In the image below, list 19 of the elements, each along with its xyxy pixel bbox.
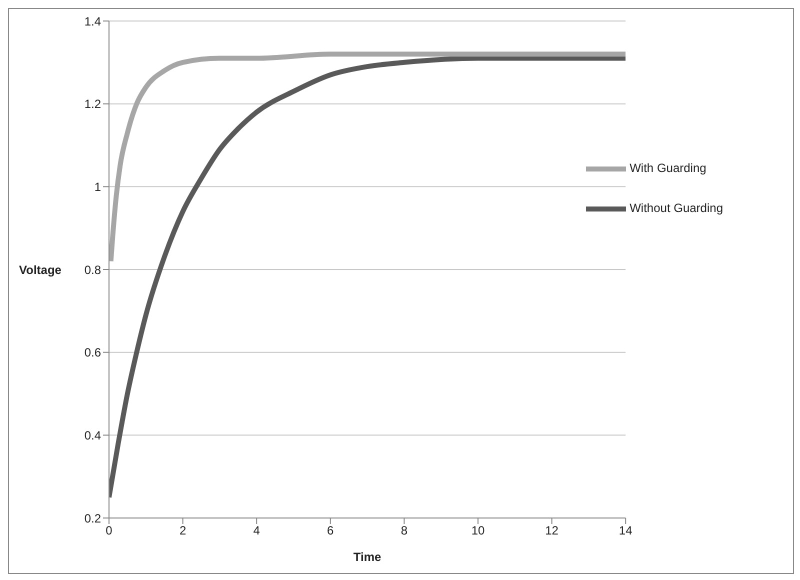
legend-label: Without Guarding <box>630 201 723 216</box>
x-tick-label: 0 <box>106 524 113 538</box>
y-tick-label: 1.4 <box>84 14 102 28</box>
x-tick-label: 14 <box>618 524 633 538</box>
x-tick-label: 8 <box>400 524 408 538</box>
x-tick-label: 6 <box>327 524 334 538</box>
y-tick-label: 0.6 <box>84 346 102 360</box>
x-tick-label: 2 <box>179 524 186 538</box>
y-tick-label: 1 <box>94 180 102 194</box>
x-tick-label: 10 <box>471 524 485 538</box>
y-tick-label: 0.4 <box>84 428 102 442</box>
y-axis-title: Voltage <box>19 262 62 277</box>
x-tick-label: 4 <box>253 524 260 538</box>
y-tick-label: 0.2 <box>84 511 102 526</box>
x-tick-label: 12 <box>545 524 559 538</box>
y-tick-label: 0.8 <box>84 262 102 277</box>
legend-label: With Guarding <box>630 161 706 176</box>
x-axis-title: Time <box>353 550 382 564</box>
y-tick-label: 1.2 <box>84 97 102 112</box>
